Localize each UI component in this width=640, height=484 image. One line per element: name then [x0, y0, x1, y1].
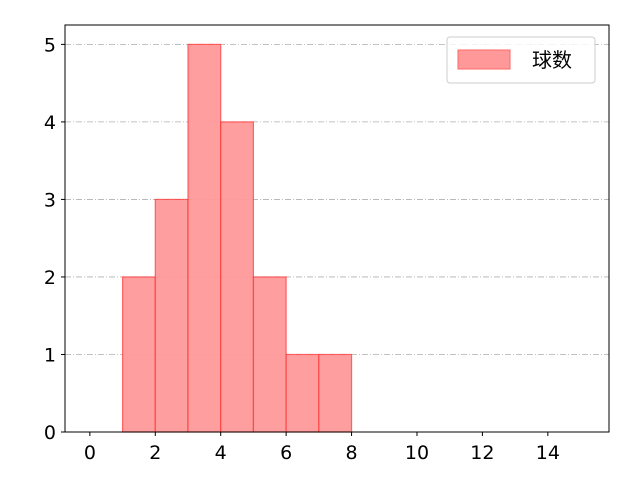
x-tick-label: 2	[149, 442, 161, 464]
y-tick-label: 1	[44, 344, 56, 366]
y-axis: 0 1 2 3 4 5	[44, 34, 65, 444]
y-tick-label: 0	[44, 422, 56, 444]
x-tick-label: 4	[215, 442, 227, 464]
x-tick-label: 14	[536, 442, 560, 464]
y-tick-label: 3	[44, 189, 56, 211]
x-axis: 0 2 4 6 8 10 12 14	[84, 432, 560, 464]
x-tick-label: 12	[470, 442, 494, 464]
y-tick-label: 4	[44, 112, 56, 134]
x-tick-label: 6	[280, 442, 292, 464]
histogram-bar	[220, 121, 255, 433]
histogram-bar	[121, 276, 156, 433]
histogram-bar	[285, 353, 320, 433]
y-tick-label: 5	[44, 34, 56, 56]
y-tick-label: 2	[44, 267, 56, 289]
x-tick-label: 8	[346, 442, 358, 464]
plot-frame	[64, 24, 610, 433]
legend-box	[446, 36, 596, 84]
histogram-bar	[154, 198, 189, 433]
x-tick-label: 0	[84, 442, 96, 464]
legend-swatch	[457, 49, 511, 70]
legend-label: 球数	[532, 48, 572, 72]
histogram-bar	[318, 353, 353, 433]
bars	[121, 43, 353, 433]
x-tick-label: 10	[405, 442, 429, 464]
legend: 球数	[446, 36, 596, 84]
histogram-bar	[187, 43, 222, 433]
histogram-bar	[252, 276, 287, 433]
